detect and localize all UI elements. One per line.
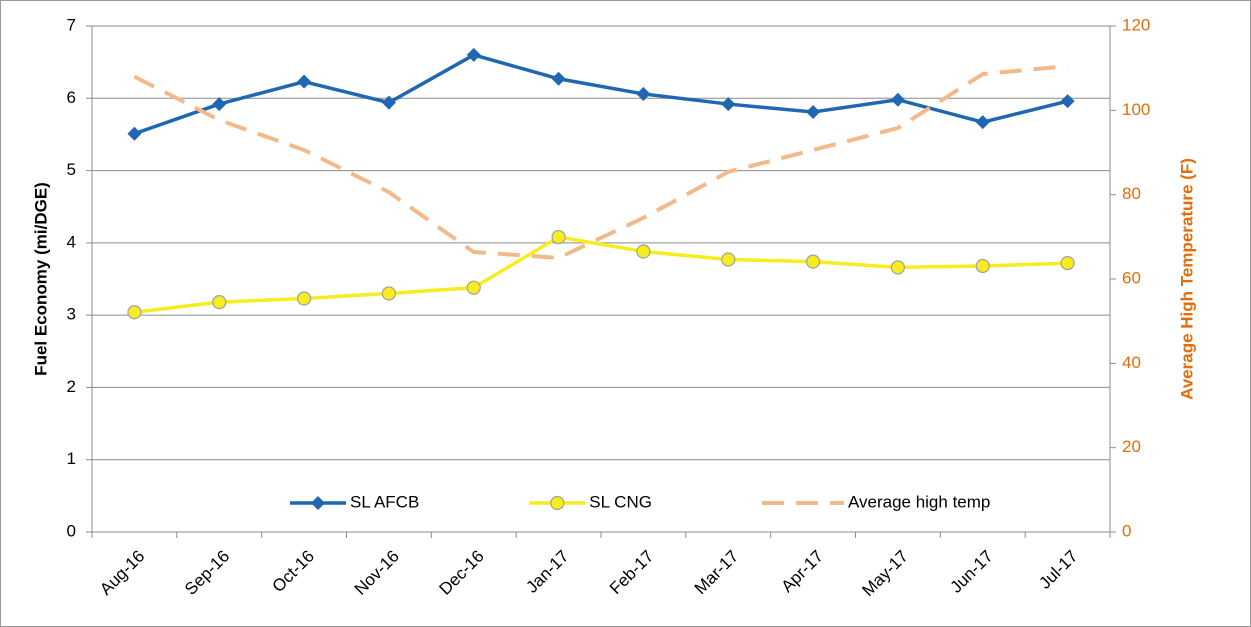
data-point <box>297 74 312 89</box>
data-point <box>975 258 990 274</box>
data-point <box>127 126 142 141</box>
data-point <box>890 92 905 107</box>
data-point <box>890 260 906 275</box>
y-tick-label: 1 <box>67 449 76 468</box>
series-line <box>133 64 1068 260</box>
legend-marker <box>550 495 565 511</box>
legend-label: SL AFCB <box>350 492 419 511</box>
y2-tick-label: 0 <box>1122 521 1131 540</box>
data-point <box>721 252 736 267</box>
data-point <box>212 97 227 112</box>
y-tick-label: 7 <box>67 15 76 34</box>
y2-tick-label: 40 <box>1122 353 1141 372</box>
data-point <box>127 305 142 320</box>
data-point <box>636 244 651 259</box>
y-tick-label: 4 <box>67 232 76 251</box>
y2-tick-label: 100 <box>1122 100 1150 119</box>
data-point <box>805 254 821 269</box>
y2-tick-label: 120 <box>1122 15 1150 34</box>
data-point <box>381 95 396 110</box>
y-tick-label: 3 <box>67 305 76 324</box>
y-tick-label: 5 <box>67 160 76 179</box>
data-point <box>551 229 566 245</box>
data-point <box>806 105 821 120</box>
y-tick-label: 2 <box>67 377 76 396</box>
data-point <box>381 286 397 301</box>
y2-tick-label: 80 <box>1122 184 1141 203</box>
data-point <box>636 86 651 101</box>
data-point <box>1060 255 1075 271</box>
series-line <box>133 53 1068 136</box>
data-point <box>975 115 990 130</box>
legend-label: SL CNG <box>589 492 652 511</box>
y2-tick-label: 60 <box>1122 268 1141 287</box>
y-tick-label: 6 <box>67 88 76 107</box>
data-point <box>551 71 566 86</box>
legend-label: Average high temp <box>848 492 990 511</box>
y2-axis-label: Average High Temperature (F) <box>1177 158 1196 400</box>
y-tick-label: 0 <box>67 521 76 540</box>
data-point <box>721 97 736 112</box>
data-point <box>1060 94 1075 109</box>
y2-tick-label: 20 <box>1122 437 1141 456</box>
data-point <box>466 47 481 62</box>
y-axis-label: Fuel Economy (mi/DGE) <box>31 182 50 376</box>
data-point <box>212 295 227 310</box>
data-point <box>466 280 481 295</box>
legend-marker <box>311 496 325 510</box>
data-point <box>296 291 312 306</box>
series-line <box>134 235 1068 314</box>
